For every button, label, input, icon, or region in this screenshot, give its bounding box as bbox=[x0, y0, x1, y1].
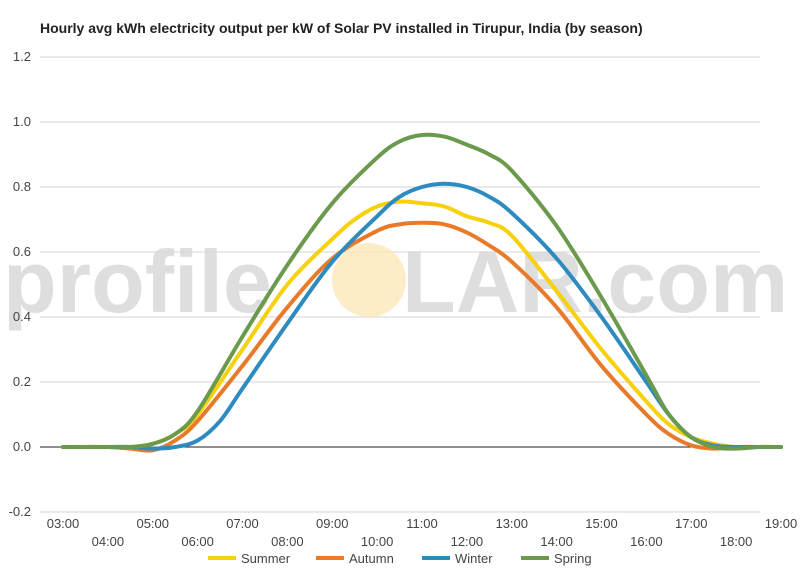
watermark-sun-logo bbox=[332, 243, 406, 317]
x-tick-label: 19:00 bbox=[765, 516, 798, 531]
x-tick-label: 03:00 bbox=[47, 516, 80, 531]
legend-label-winter: Winter bbox=[455, 551, 493, 566]
y-tick-label: 1.2 bbox=[13, 49, 31, 64]
x-tick-label: 16:00 bbox=[630, 534, 663, 549]
series-lines bbox=[61, 132, 783, 453]
x-tick-label: 11:00 bbox=[406, 516, 438, 531]
x-tick-label: 09:00 bbox=[316, 516, 349, 531]
x-tick-label: 12:00 bbox=[451, 534, 484, 549]
x-tick-label: 07:00 bbox=[226, 516, 259, 531]
x-tick-label: 17:00 bbox=[675, 516, 708, 531]
x-tick-label: 06:00 bbox=[181, 534, 214, 549]
y-axis-ticks: -0.2 0.0 0.2 0.4 0.6 0.8 1.0 1.2 bbox=[9, 49, 31, 519]
y-tick-label: 0.8 bbox=[13, 179, 31, 194]
y-tick-label: -0.2 bbox=[9, 504, 31, 519]
watermark-text-right: LAR.com bbox=[402, 232, 788, 331]
y-tick-label: 0.0 bbox=[13, 439, 31, 454]
x-tick-label: 13:00 bbox=[495, 516, 528, 531]
x-tick-label: 18:00 bbox=[720, 534, 753, 549]
chart-title: Hourly avg kWh electricity output per kW… bbox=[40, 20, 643, 36]
legend-label-autumn: Autumn bbox=[349, 551, 394, 566]
x-tick-label: 14:00 bbox=[540, 534, 573, 549]
y-tick-label: 1.0 bbox=[13, 114, 31, 129]
series-line-autumn bbox=[61, 220, 783, 453]
y-tick-label: 0.6 bbox=[13, 244, 31, 259]
x-tick-label: 08:00 bbox=[271, 534, 304, 549]
x-tick-label: 05:00 bbox=[136, 516, 169, 531]
legend-label-summer: Summer bbox=[241, 551, 291, 566]
legend-label-spring: Spring bbox=[554, 551, 592, 566]
grid bbox=[40, 56, 760, 513]
x-tick-label: 15:00 bbox=[585, 516, 618, 531]
x-axis-ticks: 03:00 04:00 05:00 06:00 07:00 08:00 09:00 10:00… bbox=[47, 516, 798, 549]
x-tick-label: 10:00 bbox=[361, 534, 394, 549]
series-line-spring bbox=[61, 132, 783, 451]
legend: Summer Autumn Winter Spring bbox=[208, 551, 592, 566]
x-tick-label: 04:00 bbox=[92, 534, 125, 549]
watermark: profile LAR.com bbox=[3, 232, 788, 331]
y-tick-label: 0.4 bbox=[13, 309, 31, 324]
y-tick-label: 0.2 bbox=[13, 374, 31, 389]
watermark-text-left: profile bbox=[3, 232, 272, 331]
